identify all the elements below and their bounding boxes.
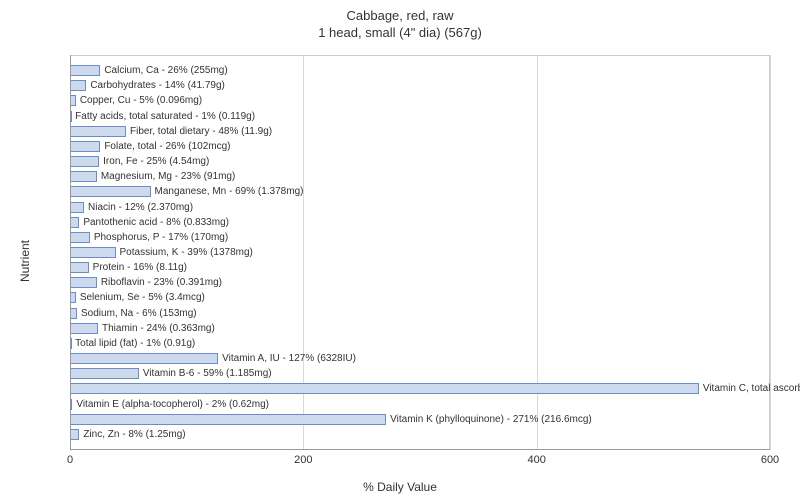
bar-row: Thiamin - 24% (0.363mg) (70, 322, 770, 335)
nutrient-bar (70, 262, 89, 273)
x-tick-label: 0 (67, 454, 73, 466)
bar-label: Phosphorus, P - 17% (170mg) (94, 231, 228, 244)
bar-row: Vitamin K (phylloquinone) - 271% (216.6m… (70, 413, 770, 426)
panel-top-border (70, 55, 770, 56)
bar-label: Selenium, Se - 5% (3.4mcg) (80, 291, 205, 304)
nutrient-bar (70, 232, 90, 243)
bar-row: Fiber, total dietary - 48% (11.9g) (70, 125, 770, 138)
bar-label: Manganese, Mn - 69% (1.378mg) (155, 185, 304, 198)
nutrient-bar (70, 368, 139, 379)
bar-row: Copper, Cu - 5% (0.096mg) (70, 94, 770, 107)
bar-label: Thiamin - 24% (0.363mg) (102, 322, 215, 335)
bar-label: Magnesium, Mg - 23% (91mg) (101, 170, 236, 183)
nutrient-bar (70, 80, 86, 91)
nutrient-bar (70, 323, 98, 334)
bar-label: Protein - 16% (8.11g) (93, 261, 187, 274)
bar-label: Riboflavin - 23% (0.391mg) (101, 276, 222, 289)
x-tick-label: 200 (294, 454, 312, 466)
bar-label: Pantothenic acid - 8% (0.833mg) (83, 216, 229, 229)
bar-row: Phosphorus, P - 17% (170mg) (70, 231, 770, 244)
nutrient-bar (70, 141, 100, 152)
bar-row: Fatty acids, total saturated - 1% (0.119… (70, 110, 770, 123)
nutrient-bar (70, 277, 97, 288)
bar-row: Pantothenic acid - 8% (0.833mg) (70, 216, 770, 229)
bar-row: Total lipid (fat) - 1% (0.91g) (70, 337, 770, 350)
nutrient-bar (70, 353, 218, 364)
bar-row: Iron, Fe - 25% (4.54mg) (70, 155, 770, 168)
nutrient-bar (70, 126, 126, 137)
bar-label: Vitamin B-6 - 59% (1.185mg) (143, 367, 272, 380)
nutrient-bar (70, 308, 77, 319)
nutrient-bar (70, 247, 116, 258)
x-axis-line (70, 449, 770, 450)
bar-row: Folate, total - 26% (102mcg) (70, 140, 770, 153)
nutrient-bar (70, 383, 699, 394)
bar-label: Calcium, Ca - 26% (255mg) (104, 64, 227, 77)
bar-label: Vitamin E (alpha-tocopherol) - 2% (0.62m… (76, 398, 269, 411)
bar-row: Vitamin C, total ascorbic acid - 539% (3… (70, 382, 770, 395)
bar-label: Iron, Fe - 25% (4.54mg) (103, 155, 209, 168)
bar-row: Protein - 16% (8.11g) (70, 261, 770, 274)
bar-row: Vitamin B-6 - 59% (1.185mg) (70, 367, 770, 380)
bar-label: Carbohydrates - 14% (41.79g) (90, 79, 225, 92)
bar-row: Zinc, Zn - 8% (1.25mg) (70, 428, 770, 441)
bar-label: Fatty acids, total saturated - 1% (0.119… (75, 110, 255, 123)
bar-label: Fiber, total dietary - 48% (11.9g) (130, 125, 272, 138)
nutrient-bar (70, 414, 386, 425)
y-axis-line (70, 55, 71, 450)
x-tick-label: 600 (761, 454, 779, 466)
bar-label: Copper, Cu - 5% (0.096mg) (80, 94, 202, 107)
bar-label: Zinc, Zn - 8% (1.25mg) (83, 428, 185, 441)
x-tick-label: 400 (527, 454, 545, 466)
bar-label: Vitamin K (phylloquinone) - 271% (216.6m… (390, 413, 592, 426)
nutrient-bar (70, 217, 79, 228)
bar-label: Vitamin C, total ascorbic acid - 539% (3… (703, 382, 800, 395)
bar-row: Selenium, Se - 5% (3.4mcg) (70, 291, 770, 304)
nutrient-bar (70, 171, 97, 182)
nutrient-bar (70, 186, 151, 197)
bar-row: Carbohydrates - 14% (41.79g) (70, 79, 770, 92)
nutrient-chart: Cabbage, red, raw 1 head, small (4" dia)… (0, 0, 800, 500)
bar-label: Folate, total - 26% (102mcg) (104, 140, 230, 153)
bar-label: Potassium, K - 39% (1378mg) (120, 246, 253, 259)
bar-label: Niacin - 12% (2.370mg) (88, 201, 193, 214)
x-axis-label: % Daily Value (0, 480, 800, 494)
bar-row: Niacin - 12% (2.370mg) (70, 201, 770, 214)
bar-row: Magnesium, Mg - 23% (91mg) (70, 170, 770, 183)
bar-row: Potassium, K - 39% (1378mg) (70, 246, 770, 259)
chart-panel: Calcium, Ca - 26% (255mg) Carbohydrates -… (70, 55, 770, 450)
bar-label: Sodium, Na - 6% (153mg) (81, 307, 197, 320)
title-line-2: 1 head, small (4" dia) (567g) (318, 25, 482, 40)
bar-label: Vitamin A, IU - 127% (6328IU) (222, 352, 356, 365)
bar-row: Riboflavin - 23% (0.391mg) (70, 276, 770, 289)
bar-row: Calcium, Ca - 26% (255mg) (70, 64, 770, 77)
nutrient-bar (70, 65, 100, 76)
plot-area: Calcium, Ca - 26% (255mg) Carbohydrates -… (70, 55, 770, 450)
bar-row: Vitamin A, IU - 127% (6328IU) (70, 352, 770, 365)
y-axis-label: Nutrient (18, 222, 32, 282)
nutrient-bar (70, 429, 79, 440)
chart-title: Cabbage, red, raw 1 head, small (4" dia)… (0, 0, 800, 42)
bar-label: Total lipid (fat) - 1% (0.91g) (75, 337, 195, 350)
nutrient-bar (70, 156, 99, 167)
title-line-1: Cabbage, red, raw (347, 8, 454, 23)
bar-row: Vitamin E (alpha-tocopherol) - 2% (0.62m… (70, 398, 770, 411)
nutrient-bar (70, 202, 84, 213)
bar-row: Manganese, Mn - 69% (1.378mg) (70, 185, 770, 198)
bar-row: Sodium, Na - 6% (153mg) (70, 307, 770, 320)
